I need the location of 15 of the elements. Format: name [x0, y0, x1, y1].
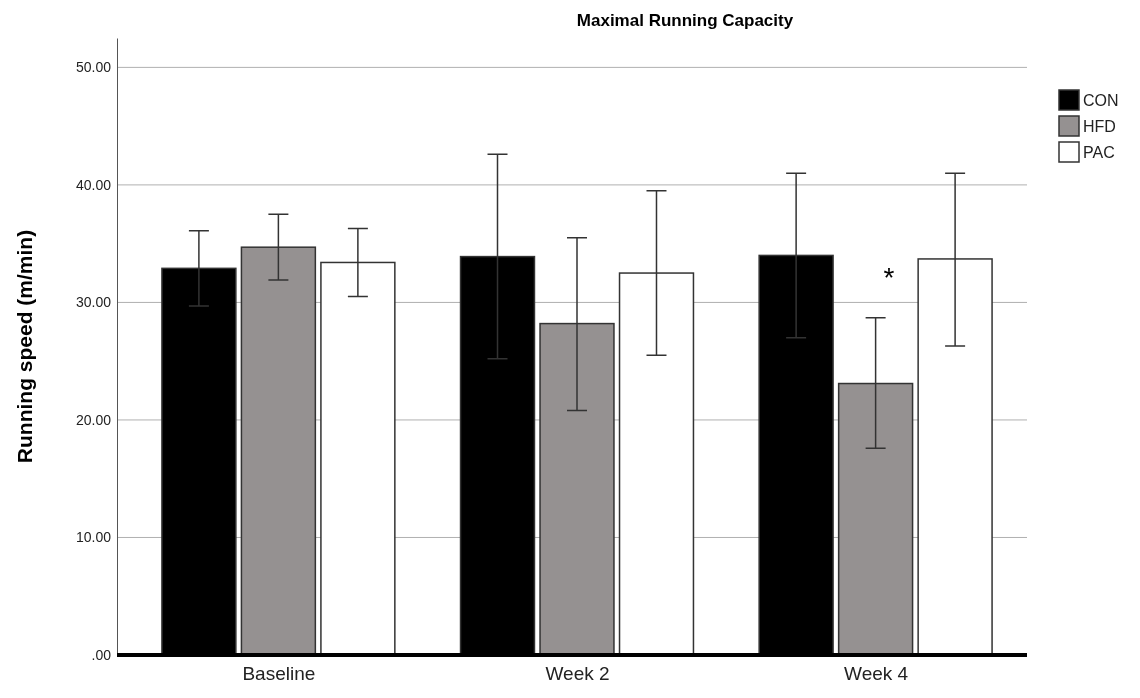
x-tick-label: Baseline — [242, 663, 316, 685]
y-tick-label: 40.00 — [75, 176, 112, 193]
annotation: * — [883, 262, 895, 293]
legend-label: HFD — [1083, 118, 1116, 135]
legend-label: CON — [1083, 92, 1119, 109]
y-tick-label: 20.00 — [75, 411, 112, 428]
y-tick-label: 30.00 — [75, 294, 112, 311]
y-tick-label: 50.00 — [75, 59, 112, 76]
legend-label: PAC — [1083, 144, 1115, 161]
y-axis-title: Running speed (m/min) — [13, 229, 36, 464]
x-tick-label: Week 2 — [545, 663, 610, 685]
chart-title: Maximal Running Capacity — [576, 11, 794, 30]
x-tick-label: Week 4 — [844, 663, 909, 685]
y-tick-label: .00 — [91, 646, 112, 663]
y-tick-label: 10.00 — [75, 529, 112, 546]
